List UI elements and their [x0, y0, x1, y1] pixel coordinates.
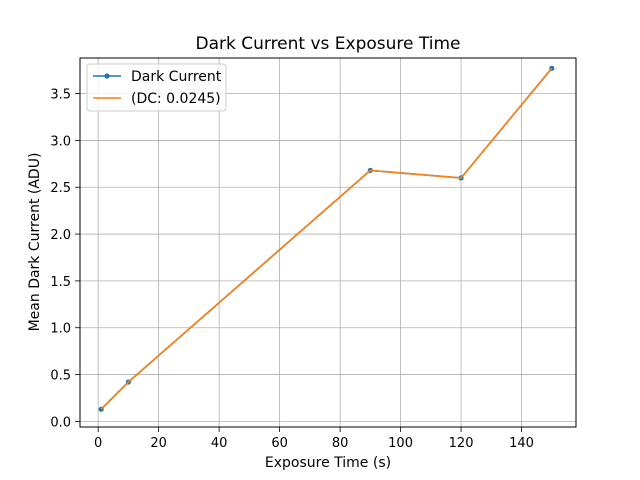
y-tick-label: 2.0	[50, 228, 71, 243]
x-axis-title: Exposure Time (s)	[265, 455, 391, 471]
y-tick-label: 3.0	[50, 134, 71, 149]
chart-title: Dark Current vs Exposure Time	[195, 34, 460, 54]
legend-label-dark-current: Dark Current	[131, 69, 222, 85]
x-tick-label: 40	[211, 436, 228, 451]
y-axis-title: Mean Dark Current (ADU)	[27, 153, 43, 332]
y-tick-label: 1.5	[50, 275, 71, 290]
x-tick-label: 140	[509, 436, 534, 451]
y-tick-label: 1.0	[50, 322, 71, 337]
legend-box	[86, 63, 227, 112]
y-tick-label: 3.5	[50, 88, 71, 103]
x-tick-label: 100	[388, 436, 413, 451]
x-tick-label: 120	[449, 436, 474, 451]
legend-label-dc-fit: (DC: 0.0245)	[131, 91, 221, 107]
y-tick-label: 0.0	[50, 415, 71, 430]
series-line-1	[100, 67, 553, 410]
x-tick-label: 20	[150, 436, 167, 451]
grid-lines	[80, 58, 576, 427]
series-layer	[98, 65, 555, 412]
x-axis-ticks: 0 20 40 60 80 100 120 140	[94, 427, 534, 451]
plot-frame	[79, 57, 577, 428]
legend: Dark Current (DC: 0.0245)	[86, 63, 227, 112]
x-tick-label: 60	[271, 436, 288, 451]
y-tick-label: 2.5	[50, 181, 71, 196]
y-axis-ticks: 0.0 0.5 1.0 1.5 2.0 2.5 3.0 3.5	[50, 88, 80, 430]
x-tick-label: 0	[94, 436, 102, 451]
x-tick-label: 80	[332, 436, 349, 451]
legend-marker-dark-current	[104, 73, 110, 79]
y-tick-label: 0.5	[50, 369, 71, 384]
